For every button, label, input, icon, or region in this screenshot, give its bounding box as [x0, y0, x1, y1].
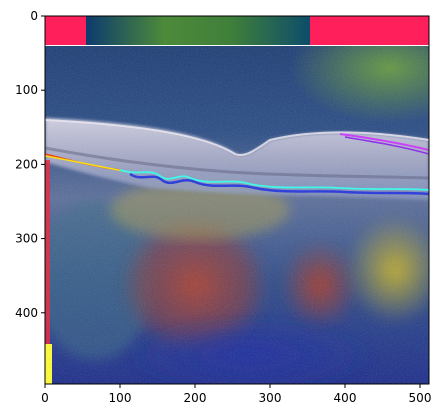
- y-tick-label: 300: [15, 232, 38, 246]
- y-tick-label: 200: [15, 157, 38, 171]
- top-band: [86, 16, 310, 45]
- oct-heatmap-image: [45, 16, 429, 384]
- x-tick-label: 200: [184, 391, 207, 405]
- x-tick-label: 100: [109, 391, 132, 405]
- y-tick-label: 400: [15, 306, 38, 320]
- x-tick-label: 400: [334, 391, 357, 405]
- y-tick-label: 100: [15, 83, 38, 97]
- y-axis: 0 100 200 300 400: [15, 9, 45, 320]
- x-axis: 0 100 200 300 400 500: [41, 384, 431, 405]
- x-tick-label: 300: [259, 391, 282, 405]
- x-tick-label: 0: [41, 391, 49, 405]
- top-right-overlay: [310, 16, 429, 45]
- x-tick-label: 500: [409, 391, 432, 405]
- y-tick-label: 0: [30, 9, 38, 23]
- top-left-overlay: [45, 16, 86, 45]
- axes-frame: [44, 15, 430, 385]
